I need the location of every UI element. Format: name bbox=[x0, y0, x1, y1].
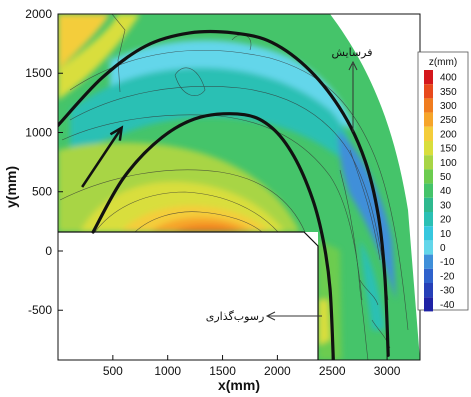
lower-strip-teal bbox=[360, 240, 385, 330]
y-tick-label: 1500 bbox=[25, 66, 52, 80]
legend-swatch bbox=[424, 212, 433, 227]
y-axis-label: y(mm) bbox=[3, 166, 19, 208]
legend-swatch bbox=[424, 268, 433, 283]
upper-teal-band bbox=[70, 67, 360, 175]
legend-swatch bbox=[424, 283, 433, 298]
legend-label: 30 bbox=[440, 200, 452, 211]
legend-label: 200 bbox=[440, 129, 457, 140]
deposition-arrow-head bbox=[265, 311, 276, 321]
legend-swatch bbox=[424, 141, 433, 156]
scour-mid-blue bbox=[338, 130, 396, 300]
legend-swatch bbox=[424, 297, 433, 312]
y-tick-label: 2000 bbox=[25, 7, 52, 21]
legend-swatch bbox=[424, 84, 433, 99]
legend-label: 40 bbox=[440, 186, 452, 197]
bank-line-outer bbox=[58, 29, 390, 357]
corner-light-patch bbox=[58, 14, 140, 100]
y-tick-label: 500 bbox=[32, 185, 52, 199]
legend-swatch bbox=[424, 70, 433, 85]
x-axis: 500 1000 1500 2000 2500 3000 bbox=[103, 355, 401, 378]
erosion-label: فرسایش bbox=[332, 46, 373, 59]
bank-line-inner bbox=[91, 112, 335, 360]
legend-title: z(mm) bbox=[429, 57, 457, 68]
legend-swatch bbox=[424, 254, 433, 269]
legend-label: 20 bbox=[440, 215, 452, 226]
flow-arrow-head bbox=[109, 125, 124, 141]
legend-swatch bbox=[424, 98, 433, 113]
legend-label: -10 bbox=[440, 257, 455, 268]
no-data-outline bbox=[58, 231, 319, 360]
flow-direction-arrow bbox=[81, 125, 124, 188]
y-tick-label: -500 bbox=[28, 303, 52, 317]
erosion-arrow-head bbox=[348, 60, 358, 71]
pointbar-deep-orange bbox=[172, 225, 240, 232]
legend-label: 350 bbox=[440, 87, 457, 98]
colorbar-legend: z(mm) 40035030025020015010050403020100-1… bbox=[417, 51, 469, 312]
legend-label: 300 bbox=[440, 101, 457, 112]
deposition-label: رسوب‌گذاری bbox=[206, 310, 265, 323]
y-tick-label: 0 bbox=[45, 244, 52, 258]
x-tick-label: 1000 bbox=[154, 364, 181, 378]
legend-label: -20 bbox=[440, 271, 455, 282]
x-tick-label: 2500 bbox=[319, 364, 346, 378]
lower-strip-yellow bbox=[318, 300, 330, 345]
x-axis-label: x(mm) bbox=[218, 377, 260, 393]
legend-label: 50 bbox=[440, 172, 452, 183]
y-tick-label: 1000 bbox=[25, 125, 52, 139]
y-axis: 2000 1500 1000 500 0 -500 bbox=[25, 7, 63, 317]
x-tick-label: 2000 bbox=[264, 364, 291, 378]
legend-swatch bbox=[424, 112, 433, 127]
legend-label: -40 bbox=[440, 300, 455, 311]
legend-swatch bbox=[424, 169, 433, 184]
erosion-annotation: فرسایش bbox=[332, 46, 373, 132]
bank-lines bbox=[58, 29, 390, 360]
legend-label: 0 bbox=[440, 243, 446, 254]
legend-swatch bbox=[424, 155, 433, 170]
legend-swatch bbox=[424, 240, 433, 255]
legend-label: 250 bbox=[440, 115, 457, 126]
x-tick-label: 1500 bbox=[209, 364, 236, 378]
legend-label: 400 bbox=[440, 73, 457, 84]
legend-label: 150 bbox=[440, 144, 457, 155]
legend-swatch bbox=[424, 126, 433, 141]
legend-label: -30 bbox=[440, 286, 455, 297]
legend-label: 10 bbox=[440, 229, 452, 240]
legend-swatch bbox=[424, 197, 433, 212]
legend-label: 100 bbox=[440, 158, 457, 169]
legend-swatch bbox=[424, 183, 433, 198]
deposition-annotation: رسوب‌گذاری bbox=[206, 310, 322, 323]
legend-swatch bbox=[424, 226, 433, 241]
flow-arrow-shaft bbox=[81, 127, 123, 188]
corner-warm-patch bbox=[58, 14, 110, 70]
x-tick-label: 3000 bbox=[374, 364, 401, 378]
x-tick-label: 500 bbox=[103, 364, 123, 378]
no-data-region bbox=[58, 232, 318, 360]
